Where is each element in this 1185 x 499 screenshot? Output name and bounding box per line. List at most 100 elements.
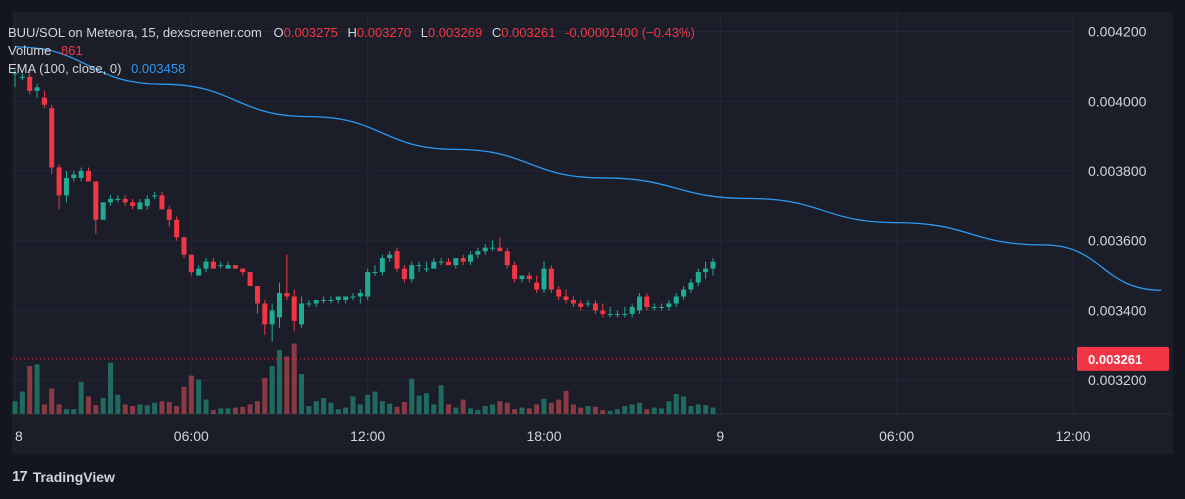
volume-bar: [607, 410, 613, 414]
tradingview-brand[interactable]: 17 TradingView: [12, 468, 115, 485]
candle-body: [526, 275, 532, 280]
volume-bar: [637, 402, 643, 414]
candle-body: [41, 97, 47, 105]
candle-body: [299, 303, 305, 325]
candle-body: [519, 275, 525, 280]
volume-bar: [416, 395, 422, 414]
volume-bar: [365, 394, 371, 414]
candle-body: [541, 268, 547, 290]
candle-body: [592, 303, 598, 311]
price-tick-label: 0.004000: [1088, 93, 1147, 109]
volume-bar: [490, 404, 496, 414]
volume-bar: [526, 408, 532, 414]
candle-body: [504, 251, 510, 266]
candle-body: [277, 293, 282, 318]
volume-bar: [423, 393, 429, 414]
candle-body: [423, 268, 429, 270]
volume-bar: [181, 386, 187, 414]
volume-bars: [12, 343, 716, 414]
candlesticks: [12, 69, 716, 342]
candle-body: [445, 261, 451, 266]
volume-bar: [299, 374, 305, 414]
symbol-label: BUU/SOL on Meteora, 15, dexscreener.com: [8, 25, 262, 40]
time-tick-label: 12:00: [1055, 428, 1090, 444]
candle-body: [548, 268, 554, 290]
time-tick-label: 9: [716, 428, 724, 444]
candle-body: [34, 87, 40, 91]
candle-body: [570, 299, 576, 304]
volume-bar: [438, 385, 444, 414]
candle-body: [232, 265, 238, 269]
candle-body: [644, 296, 650, 307]
candle-body: [659, 306, 665, 308]
volume-bar: [254, 401, 260, 414]
brand-name: TradingView: [32, 468, 115, 485]
candle-body: [284, 293, 290, 297]
candle-body: [159, 195, 165, 210]
volume-bar: [144, 405, 150, 414]
volume-bar: [372, 391, 378, 414]
volume-bar: [460, 399, 466, 414]
price-tick-label: 0.004200: [1088, 24, 1147, 40]
candle-body: [108, 198, 114, 203]
candle-body: [688, 282, 694, 290]
candle-body: [78, 170, 84, 178]
candle-body: [401, 268, 407, 280]
volume-bar: [130, 406, 136, 414]
volume-bar: [328, 402, 334, 414]
volume-value: 861: [61, 43, 83, 58]
low-value: 0.003269: [427, 25, 483, 40]
candle-body: [306, 303, 312, 305]
candle-body: [379, 258, 385, 273]
candle-body: [321, 299, 327, 301]
volume-bar: [541, 398, 547, 414]
volume-bar: [475, 410, 481, 414]
candle-body: [137, 202, 143, 210]
candle-body: [681, 289, 687, 297]
volume-bar: [218, 408, 224, 414]
candle-body: [27, 76, 33, 91]
price-tick-label: 0.003800: [1088, 163, 1147, 179]
candle-body: [174, 219, 180, 238]
candle-body: [622, 313, 628, 315]
candle-body: [196, 268, 202, 276]
volume-bar: [379, 401, 385, 414]
volume-bar: [335, 409, 341, 414]
price-axis[interactable]: 0.004200 0.004000 0.003800 0.003600 0.003400…: [1088, 24, 1147, 389]
price-tick-label: 0.003400: [1088, 302, 1147, 318]
candle-body: [585, 303, 591, 305]
candle-body: [490, 247, 496, 249]
candle-body: [629, 306, 635, 314]
volume-bar: [34, 364, 40, 414]
ema-value: 0.003458: [131, 61, 186, 76]
candle-body: [534, 282, 540, 290]
volume-bar: [196, 379, 202, 414]
volume-bar: [504, 402, 510, 414]
volume-bar: [174, 406, 180, 414]
volume-bar: [159, 401, 165, 414]
volume-bar: [394, 406, 400, 414]
time-tick-label: 8: [15, 428, 23, 444]
volume-bar: [401, 402, 407, 414]
volume-bar: [115, 394, 121, 414]
volume-bar: [688, 406, 694, 414]
candle-body: [343, 296, 349, 300]
time-tick-label: 18:00: [526, 428, 561, 444]
ema-line: [14, 46, 1162, 291]
time-axis[interactable]: 8 06:00 12:00 18:00 9 06:00 12:00: [15, 428, 1091, 444]
candle-body: [313, 299, 319, 304]
candle-body: [695, 272, 701, 283]
price-tick-label: 0.003600: [1088, 233, 1147, 249]
candle-body: [460, 258, 466, 262]
candle-body: [130, 202, 136, 206]
volume-bar: [41, 404, 47, 414]
volume-bar: [681, 396, 687, 414]
candle-body: [614, 313, 620, 315]
volume-bar: [108, 362, 114, 414]
candle-body: [357, 293, 363, 297]
volume-bar: [703, 405, 709, 414]
candle-body: [512, 265, 518, 280]
candle-body: [600, 310, 606, 314]
low-label: L: [420, 25, 428, 40]
